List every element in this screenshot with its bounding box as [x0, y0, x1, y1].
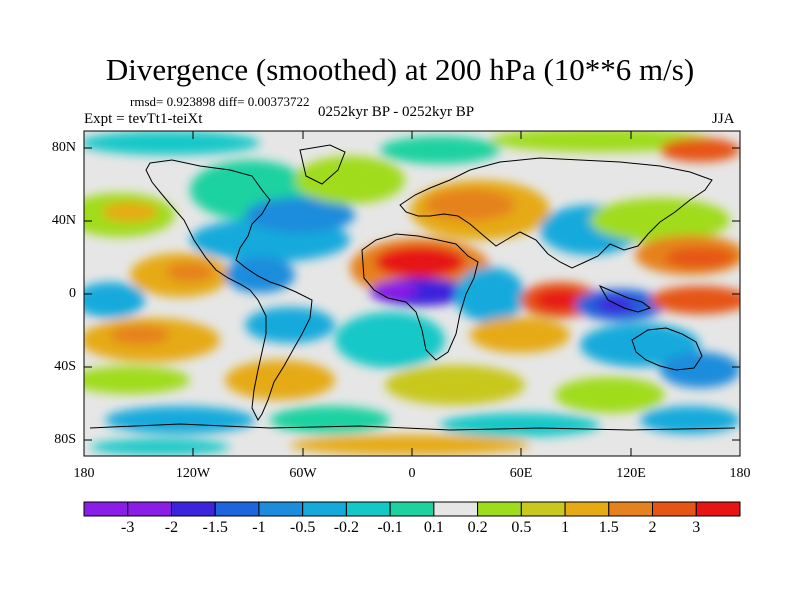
colorbar-swatch — [258, 501, 304, 517]
colorbar-swatch — [83, 501, 129, 517]
colorbar-label: 2 — [648, 519, 657, 536]
x-tick-180-right: 180 — [729, 466, 751, 481]
colorbar-swatch — [389, 501, 435, 517]
colorbar-label: 3 — [692, 519, 701, 536]
season-label: JJA — [712, 111, 735, 127]
colorbar-label: -1 — [252, 519, 266, 536]
colorbar-label: 0.5 — [511, 519, 532, 536]
colorbar-swatch — [170, 501, 216, 517]
colorbar-swatch — [520, 501, 566, 517]
colorbar — [83, 501, 741, 517]
colorbar-swatch — [345, 501, 391, 517]
colorbar-swatch — [214, 501, 260, 517]
colorbar-swatch — [433, 501, 479, 517]
colorbar-label: -0.2 — [333, 519, 360, 536]
colorbar-label: 1 — [561, 519, 570, 536]
x-tick-0: 0 — [408, 466, 416, 481]
colorbar-label: -2 — [164, 519, 179, 536]
chart-title: Divergence (smoothed) at 200 hPa (10**6 … — [105, 52, 695, 87]
colorbar-label: -1.5 — [202, 519, 228, 536]
x-tick-120e: 120E — [616, 466, 646, 481]
colorbar-swatch — [127, 501, 172, 517]
y-tick-0: 0 — [69, 286, 76, 301]
colorbar-swatch — [302, 501, 347, 517]
y-tick-40s: 40S — [54, 359, 76, 374]
colorbar-label: -0.5 — [289, 519, 316, 536]
rmsd-diff-stats: rmsd= 0.923898 diff= 0.00373722 — [130, 94, 310, 109]
colorbar-label: -3 — [121, 519, 135, 536]
field-blobs — [84, 131, 740, 455]
colorbar-label: 1.5 — [598, 519, 619, 536]
colorbar-swatch — [477, 501, 522, 517]
y-tick-40n: 40N — [51, 213, 76, 228]
colorbar-swatch — [695, 501, 741, 517]
x-tick-180-left: 180 — [73, 466, 95, 481]
colorbar-swatch — [652, 501, 697, 517]
y-tick-80n: 80N — [51, 140, 76, 155]
tick-marks — [84, 131, 740, 456]
colorbar-swatch — [608, 501, 654, 517]
x-tick-60e: 60E — [509, 466, 533, 481]
colorbar-label: -0.1 — [377, 519, 403, 536]
x-tick-60w: 60W — [289, 466, 317, 481]
colorbar-label: 0.2 — [467, 519, 488, 536]
x-tick-120w: 120W — [175, 466, 211, 481]
contour-field — [84, 131, 740, 456]
colorbar-swatch — [564, 501, 610, 517]
period-label: 0252kyr BP - 0252kyr BP — [318, 104, 475, 120]
experiment-label: Expt = tevTt1-teiXt — [84, 111, 203, 127]
colorbar-label: 0.1 — [423, 519, 444, 536]
coastlines — [89, 144, 736, 431]
y-tick-80s: 80S — [54, 432, 76, 447]
